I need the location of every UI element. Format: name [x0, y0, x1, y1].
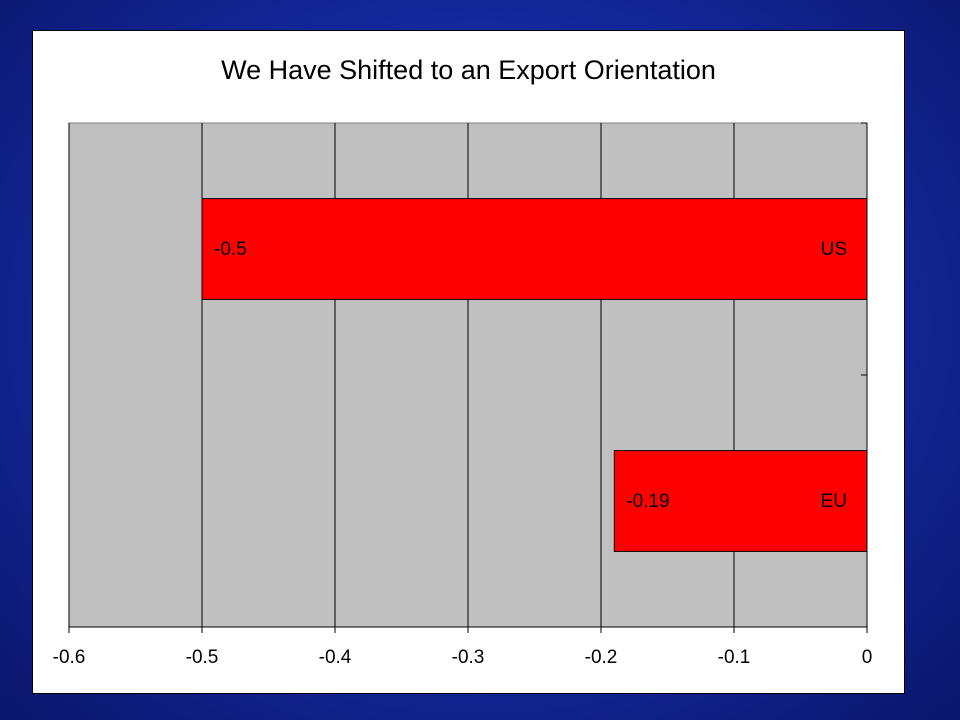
bar-us: [201, 198, 868, 300]
x-tick-label: -0.1: [718, 647, 751, 668]
x-tick-label: -0.5: [186, 647, 219, 668]
chart-title: We Have Shifted to an Export Orientation: [221, 55, 716, 85]
value-label: -0.19: [626, 491, 669, 512]
bars: -0.5 US -0.19 EU: [201, 198, 868, 552]
x-tick-label: -0.3: [452, 647, 485, 668]
x-tick-label: -0.4: [319, 647, 352, 668]
x-tick-label: -0.6: [53, 647, 86, 668]
category-label: EU: [821, 491, 847, 512]
bar-chart: -0.5 US -0.19 EU -0.6 -0.5 -0.4 -0.3 -0.2 -0.1 0: [53, 122, 873, 668]
chart-panel: We Have Shifted to an Export Orientation…: [32, 30, 905, 694]
x-tick-label: 0: [862, 647, 873, 668]
x-tick-label: -0.2: [585, 647, 618, 668]
x-axis: -0.6 -0.5 -0.4 -0.3 -0.2 -0.1 0: [53, 122, 873, 668]
value-label: -0.5: [214, 239, 247, 260]
bar-eu: [613, 450, 868, 552]
category-label: US: [821, 239, 847, 260]
